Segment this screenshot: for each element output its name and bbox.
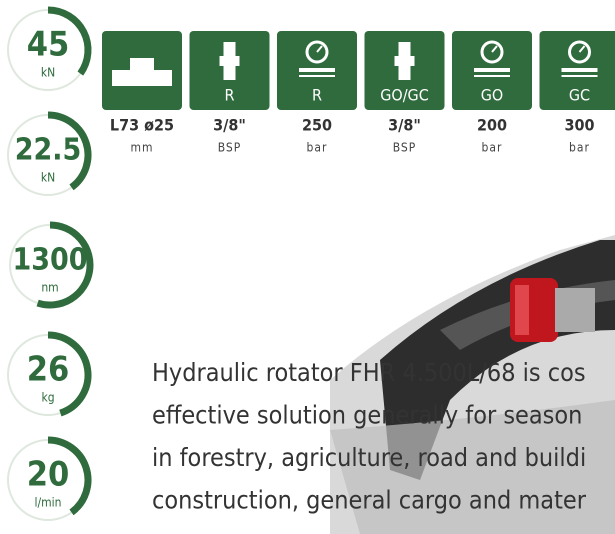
connection-unit: bar bbox=[482, 141, 503, 155]
connection-spec: 200 bbox=[477, 116, 507, 135]
connection-unit: bar bbox=[307, 141, 328, 155]
connection-spec: L73 ø25 bbox=[110, 116, 174, 135]
gauge-value: 26 bbox=[27, 350, 70, 390]
connection-spec: 3/8" bbox=[213, 116, 246, 135]
connection-label: R bbox=[312, 86, 322, 105]
gauge-value: 45 bbox=[27, 25, 70, 65]
connection-label: R bbox=[225, 86, 235, 105]
gauge-icon bbox=[474, 68, 510, 72]
gauge-unit: kN bbox=[41, 66, 55, 80]
page: 45kN22.5kN1300nm26kg20l/min L73 ø25mmR3/… bbox=[0, 0, 615, 534]
gauge-icon bbox=[299, 75, 335, 77]
description-line: in forestry, agriculture, road and build… bbox=[152, 443, 586, 472]
connection-spec: 250 bbox=[302, 116, 332, 135]
gauge-value: 22.5 bbox=[15, 133, 82, 168]
connection-spec: 300 bbox=[564, 116, 594, 135]
connection-spec: 3/8" bbox=[388, 116, 421, 135]
gauge-icon bbox=[299, 68, 335, 72]
connection-unit: BSP bbox=[218, 141, 242, 155]
gauge-value: 20 bbox=[27, 455, 70, 495]
fitting-icon bbox=[395, 56, 415, 66]
gauge-icon bbox=[562, 75, 598, 77]
gauge-unit: nm bbox=[41, 281, 58, 295]
gauge-icon bbox=[474, 75, 510, 77]
gauge-unit: kN bbox=[41, 171, 55, 185]
connection-unit: bar bbox=[569, 141, 590, 155]
connection-label: GO/GC bbox=[380, 86, 429, 105]
description-line: effective solution generally for season bbox=[152, 401, 582, 430]
connection-label: GO bbox=[481, 86, 503, 105]
description-line: Hydraulic rotator FHR 4.500L/68 is cos bbox=[152, 358, 586, 387]
fitting-icon bbox=[220, 56, 240, 66]
gauge-unit: kg bbox=[41, 391, 54, 405]
connection-unit: mm bbox=[130, 141, 153, 155]
gauge-icon bbox=[562, 68, 598, 72]
gauge-unit: l/min bbox=[35, 496, 62, 510]
gauge-value: 1300 bbox=[12, 243, 87, 278]
connection-label: GC bbox=[569, 86, 590, 105]
description-line: construction, general cargo and mater bbox=[152, 486, 587, 515]
connection-unit: BSP bbox=[393, 141, 417, 155]
